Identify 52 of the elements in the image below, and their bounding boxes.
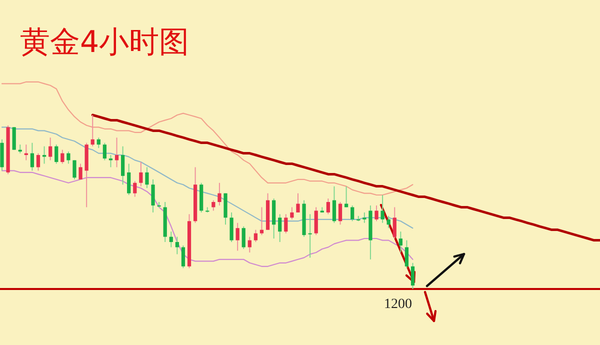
candlestick [36, 152, 40, 172]
candlestick [175, 236, 179, 255]
candlestick [181, 245, 186, 269]
candlestick [48, 137, 52, 161]
candlestick [78, 163, 82, 180]
candlestick [260, 206, 264, 236]
candlestick [308, 214, 312, 258]
candlestick [120, 146, 125, 186]
candlestick [236, 222, 240, 252]
candlestick [72, 160, 76, 180]
candlestick [296, 192, 300, 213]
candlestick [314, 206, 318, 236]
candlestick [139, 161, 143, 187]
candlestick [218, 182, 222, 206]
candlestick [254, 229, 258, 243]
candlestick [386, 215, 390, 229]
candlestick [30, 142, 34, 172]
candlestick [344, 186, 348, 208]
candlestick [42, 146, 46, 164]
candlestick [133, 180, 137, 198]
candlestick [242, 226, 246, 250]
text: 1200 [384, 297, 412, 312]
candlestick [145, 166, 149, 189]
candlestick [338, 202, 342, 226]
chart-title: 黄金4小时图 [20, 25, 190, 60]
candlestick [90, 114, 94, 147]
candlestick [284, 214, 288, 234]
candlestick [230, 212, 234, 243]
candlestick [398, 231, 402, 253]
candlestick [362, 212, 366, 224]
candlestick [212, 200, 216, 212]
candlestick [350, 204, 354, 222]
candlestick [96, 137, 100, 149]
candlestick [326, 198, 330, 215]
candlestick [169, 231, 173, 248]
candlestick [380, 194, 384, 224]
candlestick [392, 206, 396, 240]
candlestick [114, 137, 119, 168]
candlestick [410, 262, 415, 290]
candlestick [278, 214, 282, 243]
candlestick [12, 126, 16, 150]
candlestick [102, 142, 106, 161]
candlestick [404, 240, 409, 269]
candlestick [332, 186, 336, 224]
candlestick [54, 144, 58, 164]
candlestick [127, 163, 131, 196]
candlestick [151, 178, 155, 213]
candlestick [60, 149, 64, 164]
candlestick [290, 206, 294, 220]
candlestick [66, 151, 70, 164]
candlestick [248, 236, 252, 253]
candlestick [374, 204, 378, 222]
